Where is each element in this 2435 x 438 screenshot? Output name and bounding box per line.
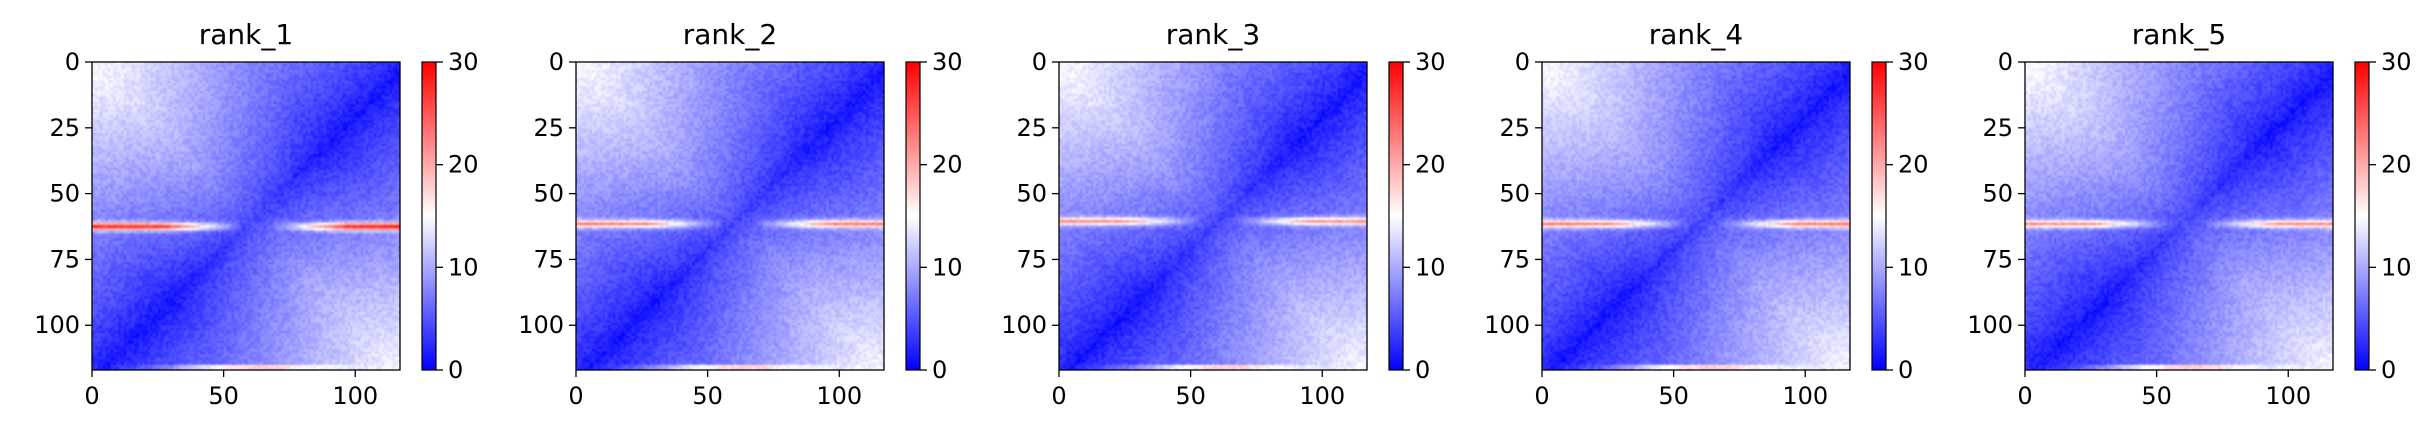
y-tick-label: 75 (1982, 245, 2013, 273)
plot-frame (575, 61, 885, 371)
x-tick-label: 0 (1051, 382, 1066, 410)
x-tick-label: 100 (1782, 382, 1828, 410)
chart-title-4: rank_4 (1649, 18, 1743, 51)
y-tick-label: 0 (1515, 48, 1530, 76)
x-tick-label: 0 (84, 382, 99, 410)
y-tick-label: 25 (1982, 114, 2013, 142)
colorbar-tick-label: 0 (1415, 356, 1430, 384)
y-tick-label: 0 (1032, 48, 1047, 76)
x-tick-label: 100 (2265, 382, 2311, 410)
colorbar-tick-label: 0 (2381, 356, 2396, 384)
colorbar-tick-label: 30 (2381, 48, 2412, 76)
y-tick-label: 50 (1499, 180, 1530, 208)
y-tick-label: 0 (1998, 48, 2013, 76)
y-tick-label: 50 (49, 180, 80, 208)
colorbar (905, 61, 921, 371)
colorbar-tick-label: 30 (1415, 48, 1446, 76)
y-tick-label: 100 (1484, 311, 1530, 339)
x-tick-label: 0 (1534, 382, 1549, 410)
colorbar-tick-label: 20 (932, 151, 963, 179)
colorbar (1388, 61, 1404, 371)
colorbar-tick-label: 20 (1898, 151, 1929, 179)
colorbar-tick-label: 0 (932, 356, 947, 384)
x-tick-label: 100 (816, 382, 862, 410)
colorbar-tick-label: 30 (448, 48, 479, 76)
x-tick-label: 0 (568, 382, 583, 410)
y-tick-label: 75 (1499, 245, 1530, 273)
colorbar-tick-label: 20 (1415, 151, 1446, 179)
heatmap-1 (92, 62, 400, 370)
x-tick-label: 50 (2141, 382, 2172, 410)
y-tick-label: 100 (1967, 311, 2013, 339)
chart-title-5: rank_5 (2132, 18, 2226, 51)
y-tick-label: 50 (1982, 180, 2013, 208)
x-tick-label: 100 (1299, 382, 1345, 410)
x-tick-label: 50 (1175, 382, 1206, 410)
plot-frame (91, 61, 401, 371)
y-tick-label: 75 (533, 245, 564, 273)
y-tick-label: 75 (49, 245, 80, 273)
plot-frame (2024, 61, 2334, 371)
y-tick-label: 100 (518, 311, 564, 339)
y-tick-label: 75 (1016, 245, 1047, 273)
x-tick-label: 50 (692, 382, 723, 410)
colorbar-tick-label: 30 (932, 48, 963, 76)
heatmap-4 (1542, 62, 1850, 370)
x-tick-label: 100 (332, 382, 378, 410)
chart-title-1: rank_1 (199, 18, 293, 51)
colorbar-tick-label: 10 (932, 253, 963, 281)
y-tick-label: 25 (1016, 114, 1047, 142)
y-tick-label: 0 (65, 48, 80, 76)
y-tick-label: 0 (549, 48, 564, 76)
y-tick-label: 25 (533, 114, 564, 142)
colorbar-tick-label: 0 (1898, 356, 1913, 384)
y-tick-label: 100 (34, 311, 80, 339)
x-tick-label: 50 (1658, 382, 1689, 410)
plot-frame (1541, 61, 1851, 371)
y-tick-label: 50 (533, 180, 564, 208)
chart-title-2: rank_2 (683, 18, 777, 51)
x-tick-label: 50 (208, 382, 239, 410)
heatmap-5 (2025, 62, 2333, 370)
y-tick-label: 25 (49, 114, 80, 142)
heatmap-3 (1059, 62, 1367, 370)
heatmap-2 (576, 62, 884, 370)
plot-frame (1058, 61, 1368, 371)
chart-title-3: rank_3 (1166, 18, 1260, 51)
colorbar-tick-label: 20 (2381, 151, 2412, 179)
y-tick-label: 50 (1016, 180, 1047, 208)
colorbar-tick-label: 10 (448, 253, 479, 281)
x-tick-label: 0 (2017, 382, 2032, 410)
y-tick-label: 25 (1499, 114, 1530, 142)
colorbar (421, 61, 437, 371)
colorbar-tick-label: 10 (1898, 253, 1929, 281)
colorbar (1871, 61, 1887, 371)
colorbar-tick-label: 20 (448, 151, 479, 179)
colorbar-tick-label: 10 (2381, 253, 2412, 281)
colorbar (2354, 61, 2370, 371)
colorbar-tick-label: 0 (448, 356, 463, 384)
y-tick-label: 100 (1001, 311, 1047, 339)
colorbar-tick-label: 10 (1415, 253, 1446, 281)
colorbar-tick-label: 30 (1898, 48, 1929, 76)
